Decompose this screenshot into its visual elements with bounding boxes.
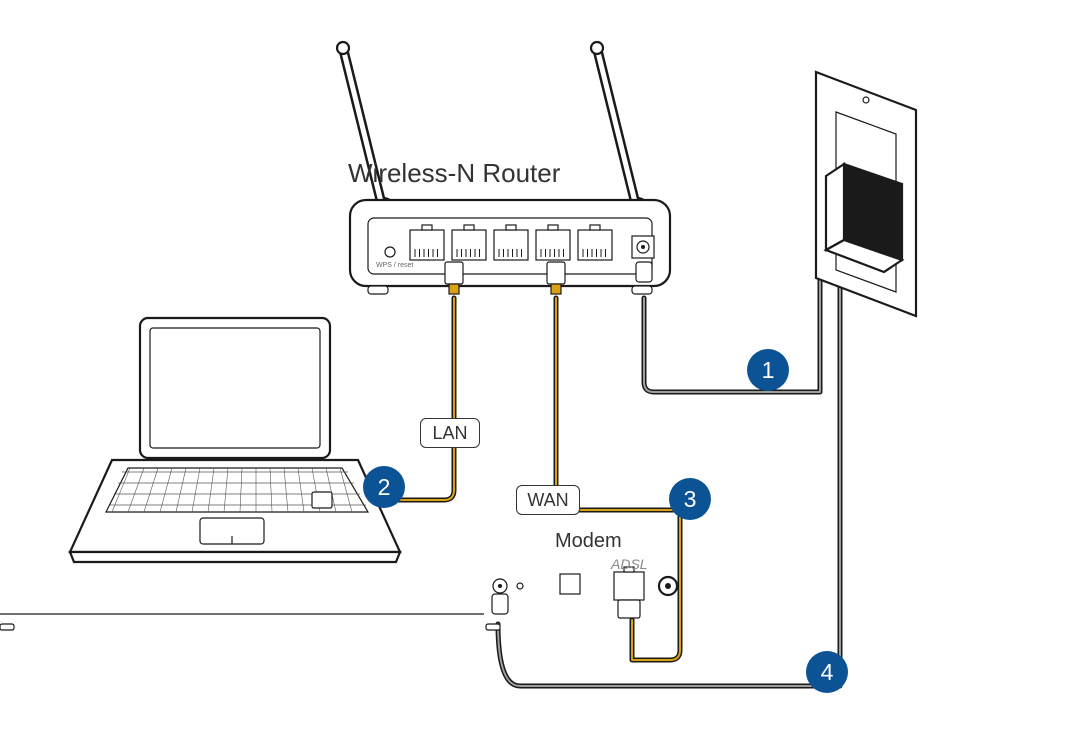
adsl-label: ADSL — [611, 556, 648, 572]
wps-reset-label: WPS / reset — [376, 262, 413, 269]
step-marker-4: 4 — [806, 651, 848, 693]
step-marker-2: 2 — [363, 466, 405, 508]
lan-cable-label: LAN — [420, 418, 480, 448]
lan-text: LAN — [432, 423, 467, 444]
wan-text: WAN — [527, 490, 568, 511]
router-title: Wireless-N Router — [348, 158, 560, 189]
step-marker-3: 3 — [669, 478, 711, 520]
step-marker-1: 1 — [747, 349, 789, 391]
wan-cable-label: WAN — [516, 485, 580, 515]
modem-label: Modem — [555, 530, 622, 553]
